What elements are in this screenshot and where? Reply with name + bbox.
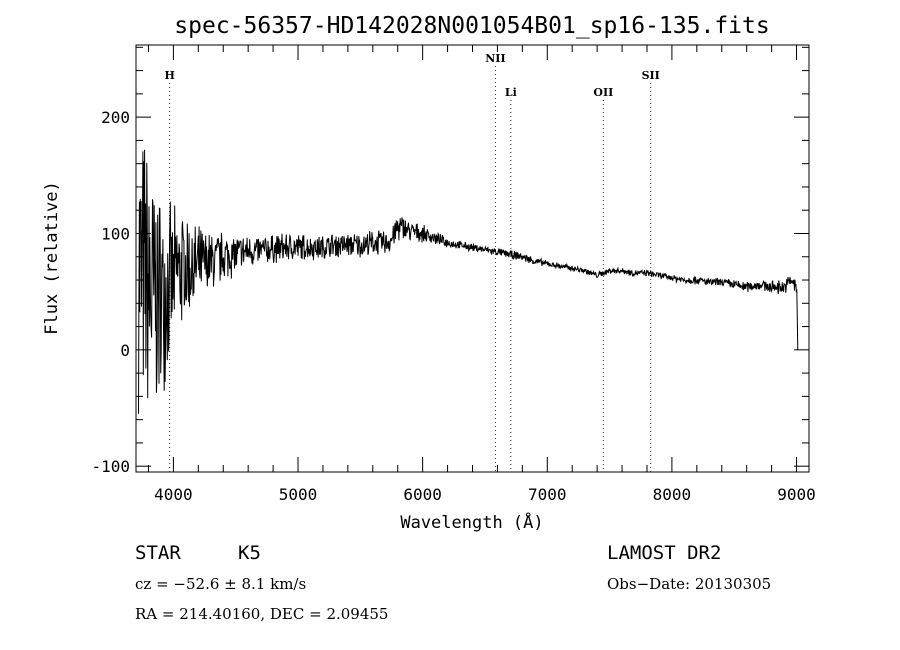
x-tick-label: 5000 — [279, 485, 318, 504]
redshift-velocity: cz = −52.6 ± 8.1 km/s — [135, 575, 306, 593]
spectral-line-markers: H NII Li OII SII — [164, 52, 660, 472]
object-subclass: K5 — [238, 542, 261, 564]
axis-ticks: 4000 5000 6000 7000 8000 9000 -100 0 100 200 — [91, 45, 816, 504]
x-tick-label: 8000 — [653, 485, 692, 504]
y-tick-label: 200 — [101, 108, 130, 127]
coordinates: RA = 214.40160, DEC = 2.09455 — [135, 605, 388, 623]
spectrum-series — [138, 149, 799, 414]
y-tick-label: 0 — [120, 341, 130, 360]
flux-line — [138, 149, 799, 414]
object-class: STAR — [135, 542, 181, 564]
line-label-oii: OII — [593, 86, 613, 99]
x-tick-label: 6000 — [403, 485, 442, 504]
line-label-li: Li — [505, 86, 517, 99]
y-tick-label: -100 — [91, 457, 130, 476]
chart-title: spec-56357-HD142028N001054B01_sp16-135.f… — [174, 13, 769, 39]
y-axis-label: Flux (relative) — [42, 181, 62, 335]
observation-date: Obs−Date: 20130305 — [607, 575, 771, 593]
y-tick-label: 100 — [101, 224, 130, 243]
line-label-h: H — [164, 69, 174, 82]
x-tick-label: 4000 — [154, 485, 193, 504]
survey-name: LAMOST DR2 — [607, 542, 721, 564]
x-axis-label: Wavelength (Å) — [400, 511, 543, 533]
x-tick-label: 9000 — [777, 485, 816, 504]
x-tick-label: 7000 — [528, 485, 567, 504]
line-label-nii: NII — [485, 52, 505, 65]
line-label-sii: SII — [642, 69, 660, 82]
